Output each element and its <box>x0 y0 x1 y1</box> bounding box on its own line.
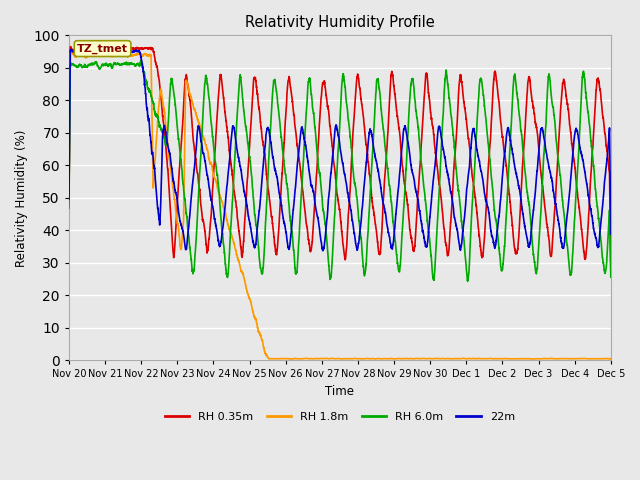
X-axis label: Time: Time <box>325 385 355 398</box>
Title: Relativity Humidity Profile: Relativity Humidity Profile <box>245 15 435 30</box>
Text: TZ_tmet: TZ_tmet <box>77 44 128 54</box>
Legend: RH 0.35m, RH 1.8m, RH 6.0m, 22m: RH 0.35m, RH 1.8m, RH 6.0m, 22m <box>161 408 519 426</box>
Y-axis label: Relativity Humidity (%): Relativity Humidity (%) <box>15 129 28 266</box>
